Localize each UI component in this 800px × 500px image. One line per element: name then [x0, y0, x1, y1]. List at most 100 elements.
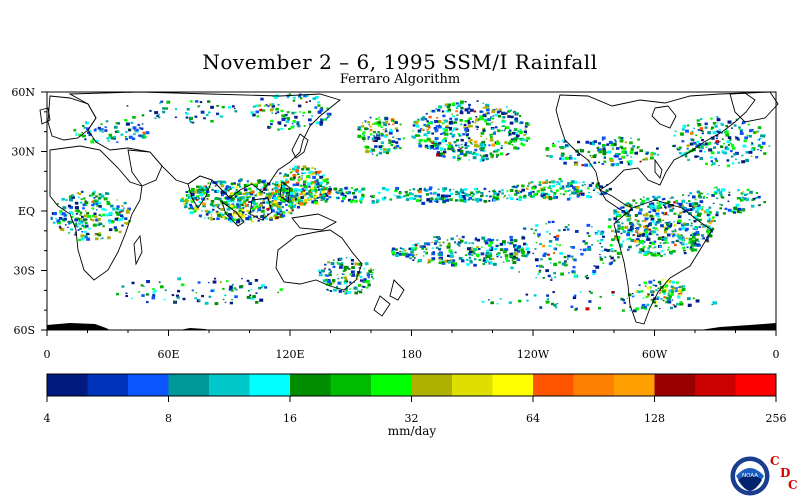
rain-pixel	[156, 115, 159, 118]
rain-pixel	[519, 128, 522, 131]
rain-pixel	[246, 196, 249, 198]
rain-pixel	[343, 268, 347, 272]
rain-pixel	[699, 136, 702, 139]
rain-pixel	[516, 258, 521, 262]
rain-pixel	[200, 110, 205, 114]
rain-pixel	[706, 212, 709, 214]
rain-pixel	[231, 299, 233, 301]
rain-pixel	[484, 112, 488, 115]
rain-pixel	[184, 205, 188, 209]
rain-pixel	[359, 275, 363, 278]
rain-pixel	[528, 192, 533, 195]
rain-pixel	[459, 149, 464, 153]
rain-pixel	[125, 131, 128, 133]
rain-pixel	[545, 269, 549, 273]
rain-pixel	[480, 131, 485, 135]
rain-pixel	[626, 238, 629, 241]
rain-pixel	[518, 299, 522, 303]
rain-pixel	[364, 127, 368, 131]
rain-pixel	[496, 253, 498, 255]
rain-pixel	[259, 108, 263, 112]
rain-pixel	[532, 195, 535, 198]
antarctica-left	[47, 323, 110, 330]
rain-pixel	[255, 205, 259, 208]
rain-pixel	[659, 308, 661, 310]
rain-pixel	[118, 209, 121, 212]
rain-pixel	[285, 209, 289, 212]
rain-pixel	[79, 227, 82, 230]
rain-pixel	[328, 273, 332, 277]
rain-pixel	[297, 196, 301, 199]
rain-pixel	[152, 288, 155, 291]
rain-pixel	[391, 247, 395, 251]
rain-pixel	[652, 205, 656, 208]
rain-pixel	[266, 201, 270, 204]
rain-pixel	[232, 218, 236, 221]
rain-pixel	[236, 206, 240, 209]
rain-pixel	[356, 277, 359, 280]
rain-pixel	[599, 242, 602, 245]
rain-pixel	[672, 304, 675, 306]
rain-pixel	[285, 203, 288, 206]
rain-pixel	[428, 187, 432, 191]
rain-pixel	[526, 299, 529, 302]
rain-pixel	[195, 207, 199, 209]
rain-pixel	[548, 185, 552, 187]
rain-pixel	[497, 252, 501, 255]
rain-pixel	[319, 123, 323, 126]
rain-pixel	[652, 291, 655, 293]
rain-pixel	[367, 121, 371, 124]
rain-pixel	[131, 281, 135, 285]
rain-pixel	[536, 265, 539, 267]
rain-pixel	[358, 284, 360, 286]
rain-pixel	[467, 121, 471, 124]
rain-pixel	[565, 184, 570, 188]
rain-pixel	[715, 159, 719, 162]
rain-pixel	[681, 199, 686, 203]
rain-pixel	[699, 200, 704, 204]
rain-pixel	[246, 183, 250, 186]
rain-pixel	[104, 129, 108, 132]
rain-pixel	[705, 162, 708, 165]
rain-pixel	[561, 262, 566, 266]
rain-pixel	[190, 193, 195, 197]
rain-pixel	[290, 196, 293, 199]
rain-pixel	[746, 188, 750, 191]
rain-pixel	[455, 144, 458, 147]
rain-pixel	[725, 125, 729, 128]
rain-pixel	[479, 143, 484, 147]
rain-pixel	[162, 107, 166, 110]
rain-pixel	[693, 232, 697, 235]
rain-pixel	[706, 214, 710, 216]
rain-pixel	[336, 285, 338, 288]
rain-pixel	[657, 195, 661, 199]
rain-pixel	[82, 236, 85, 238]
rain-pixel	[431, 140, 434, 143]
rain-pixel	[64, 224, 67, 226]
colorbar-swatch	[492, 374, 534, 396]
rain-pixel	[419, 138, 423, 142]
rain-pixel	[435, 108, 438, 110]
rain-pixel	[672, 236, 675, 238]
rain-pixel	[671, 241, 674, 243]
rain-pixel	[231, 283, 234, 286]
rain-pixel	[140, 127, 144, 130]
rain-pixel	[645, 235, 649, 238]
rain-pixel	[576, 153, 580, 156]
rain-pixel	[660, 254, 663, 258]
rain-pixel	[152, 291, 156, 294]
rain-pixel	[121, 216, 125, 219]
rain-pixel	[229, 192, 233, 195]
rain-pixel	[460, 123, 463, 126]
rain-pixel	[641, 240, 644, 243]
rain-pixel	[382, 128, 385, 131]
rain-pixel	[711, 303, 714, 306]
rain-pixel	[667, 294, 670, 297]
rain-pixel	[501, 240, 506, 244]
rain-pixel	[660, 224, 664, 228]
rain-pixel	[518, 198, 522, 201]
rain-pixel	[412, 188, 416, 191]
rain-pixel	[500, 147, 503, 149]
rain-pixel	[485, 251, 490, 255]
lat-label: 60S	[13, 324, 35, 337]
